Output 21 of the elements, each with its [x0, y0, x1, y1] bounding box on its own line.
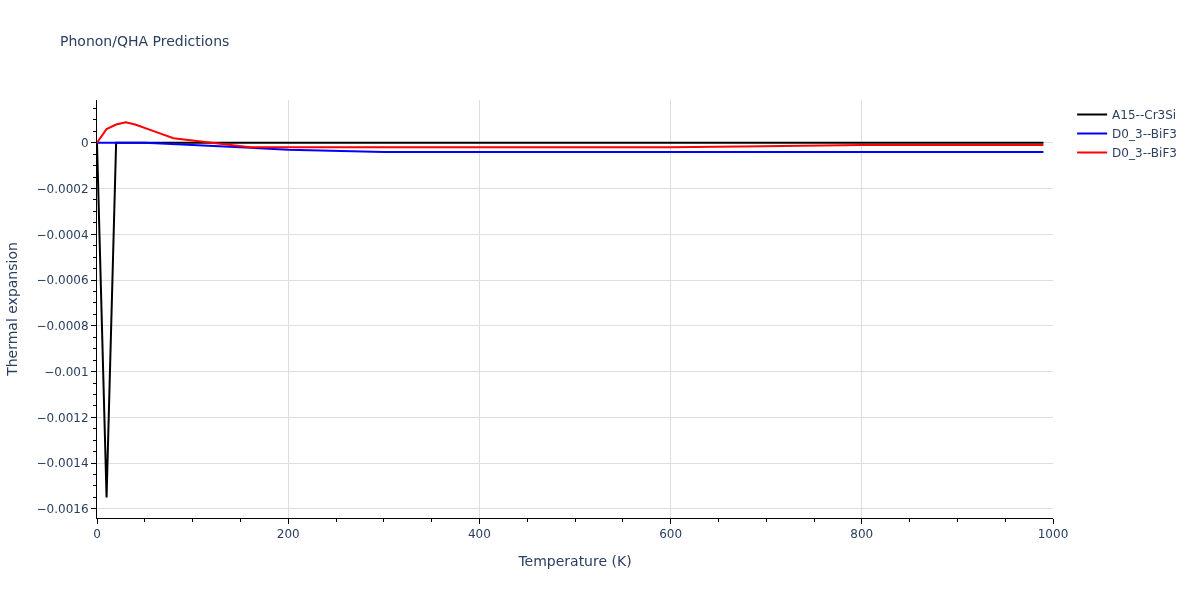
y-tick-label: −0.0008: [36, 319, 89, 334]
legend-label: A15--Cr3Si: [1112, 108, 1177, 123]
x-tick-label: 800: [850, 527, 874, 542]
y-axis-title: Thermal expansion: [4, 242, 21, 377]
y-tick-label: −0.0016: [36, 502, 89, 517]
x-tick-label: 600: [659, 527, 683, 542]
chart-title: Phonon/QHA Predictions: [60, 32, 230, 49]
y-tick-label: 0: [80, 135, 89, 150]
x-tick-label: 400: [467, 527, 491, 542]
legend-label: D0_3--BiF3: [1112, 146, 1177, 161]
x-tick-label: 0: [93, 527, 101, 542]
y-tick-label: −0.0002: [36, 181, 89, 196]
legend-label: D0_3--BiF3: [1112, 127, 1177, 142]
y-tick-label: −0.0014: [36, 456, 89, 471]
y-tick-label: −0.001: [44, 364, 89, 379]
y-tick-label: −0.0004: [36, 227, 89, 242]
x-tick-label: 200: [276, 527, 300, 542]
y-tick-label: −0.0006: [36, 273, 89, 288]
x-tick-label: 1000: [1037, 527, 1069, 542]
y-tick-label: −0.0012: [36, 410, 89, 425]
x-axis-title: Temperature (K): [517, 552, 632, 569]
